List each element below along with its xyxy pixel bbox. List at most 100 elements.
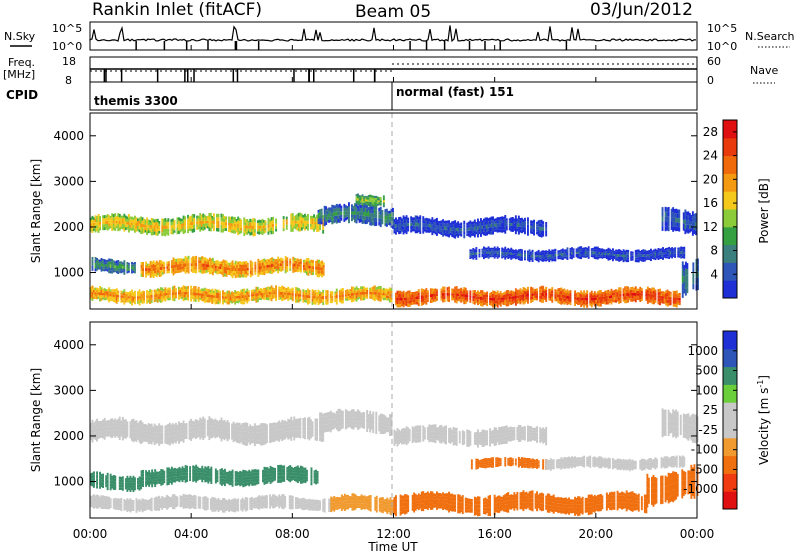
velocity-cell <box>114 433 117 438</box>
power-cell <box>460 287 463 291</box>
power-cell <box>442 233 445 237</box>
power-cell <box>260 228 262 232</box>
power-cell <box>379 197 382 199</box>
power-cell <box>574 302 577 306</box>
power-cell <box>375 202 378 205</box>
power-cell <box>260 225 262 229</box>
power-cell <box>118 261 121 264</box>
power-cell <box>522 287 525 291</box>
power-cell <box>425 298 428 302</box>
power-cell <box>478 291 481 295</box>
power-cell <box>177 270 179 273</box>
power-cell <box>448 220 451 224</box>
power-cell <box>149 271 152 275</box>
power-cell <box>96 268 99 271</box>
power-cell <box>273 290 276 293</box>
power-cell <box>487 253 490 257</box>
power-cell <box>568 298 570 302</box>
power-cell <box>253 296 256 299</box>
power-cell <box>93 222 95 226</box>
power-cell <box>258 297 261 300</box>
power-cell <box>554 248 557 252</box>
power-cell <box>592 300 595 303</box>
power-cell <box>201 270 204 274</box>
power-cell <box>307 265 310 269</box>
power-cell <box>433 291 435 294</box>
power-cell <box>492 253 495 256</box>
power-cell <box>543 288 546 291</box>
power-cell <box>275 228 278 232</box>
power-cell <box>417 295 420 300</box>
power-cell <box>275 285 278 289</box>
power-cell <box>480 299 482 303</box>
power-cell <box>235 224 238 227</box>
power-cell <box>691 230 694 236</box>
power-cell <box>683 287 686 294</box>
power-cell <box>363 208 366 212</box>
velocity-cell <box>155 440 158 444</box>
power-cell <box>207 267 210 270</box>
power-cell <box>127 217 130 222</box>
power-cell <box>199 295 202 298</box>
power-cell <box>619 296 622 300</box>
power-cell <box>407 223 410 226</box>
power-cell <box>275 223 278 227</box>
power-cell <box>200 296 203 299</box>
power-cell <box>344 208 347 212</box>
power-cell <box>530 255 533 257</box>
power-cell <box>618 290 621 294</box>
power-cell <box>182 223 185 227</box>
power-cell <box>665 256 668 259</box>
velocity-cell <box>109 418 112 423</box>
power-cell <box>171 231 174 235</box>
power-cell <box>198 260 201 264</box>
power-cell <box>378 289 381 293</box>
power-cell <box>181 266 184 269</box>
power-cell <box>231 267 234 272</box>
power-cell <box>379 219 382 224</box>
power-cell <box>281 294 284 298</box>
power-cell <box>662 257 665 260</box>
power-cell <box>433 294 435 297</box>
power-cell <box>665 252 668 255</box>
power-cell <box>375 214 378 218</box>
power-cell <box>496 217 499 221</box>
power-cell <box>352 211 355 215</box>
power-cell <box>684 224 687 230</box>
power-cell <box>223 228 226 232</box>
power-cell <box>109 264 112 268</box>
power-cell <box>298 266 301 270</box>
power-cell <box>229 219 232 223</box>
power-cell <box>410 219 413 223</box>
power-cell <box>335 291 338 295</box>
power-cell <box>373 222 376 227</box>
power-cell <box>645 258 648 261</box>
power-cell <box>159 290 162 294</box>
power-cell <box>501 299 504 303</box>
power-cell <box>140 292 143 295</box>
power-cell <box>631 257 634 259</box>
power-cell <box>296 299 299 303</box>
velocity-cell <box>114 422 117 427</box>
power-cell <box>542 254 545 258</box>
power-cell <box>539 230 542 234</box>
power-cell <box>153 292 156 295</box>
power-cell <box>483 291 485 295</box>
power-cell <box>578 251 581 254</box>
power-cell <box>144 224 147 228</box>
power-cell <box>126 262 129 265</box>
power-cell <box>659 292 662 296</box>
power-cell <box>155 289 158 293</box>
power-cell <box>126 224 129 227</box>
power-cell <box>231 271 234 275</box>
power-cell <box>605 298 608 302</box>
power-cell <box>162 228 165 233</box>
power-cell <box>193 269 196 273</box>
power-cell <box>247 228 250 231</box>
power-cell <box>442 229 445 234</box>
power-cell <box>645 254 648 257</box>
power-cell <box>457 296 460 299</box>
power-cell <box>190 298 193 302</box>
power-cell <box>235 293 238 297</box>
power-cell <box>164 221 167 226</box>
